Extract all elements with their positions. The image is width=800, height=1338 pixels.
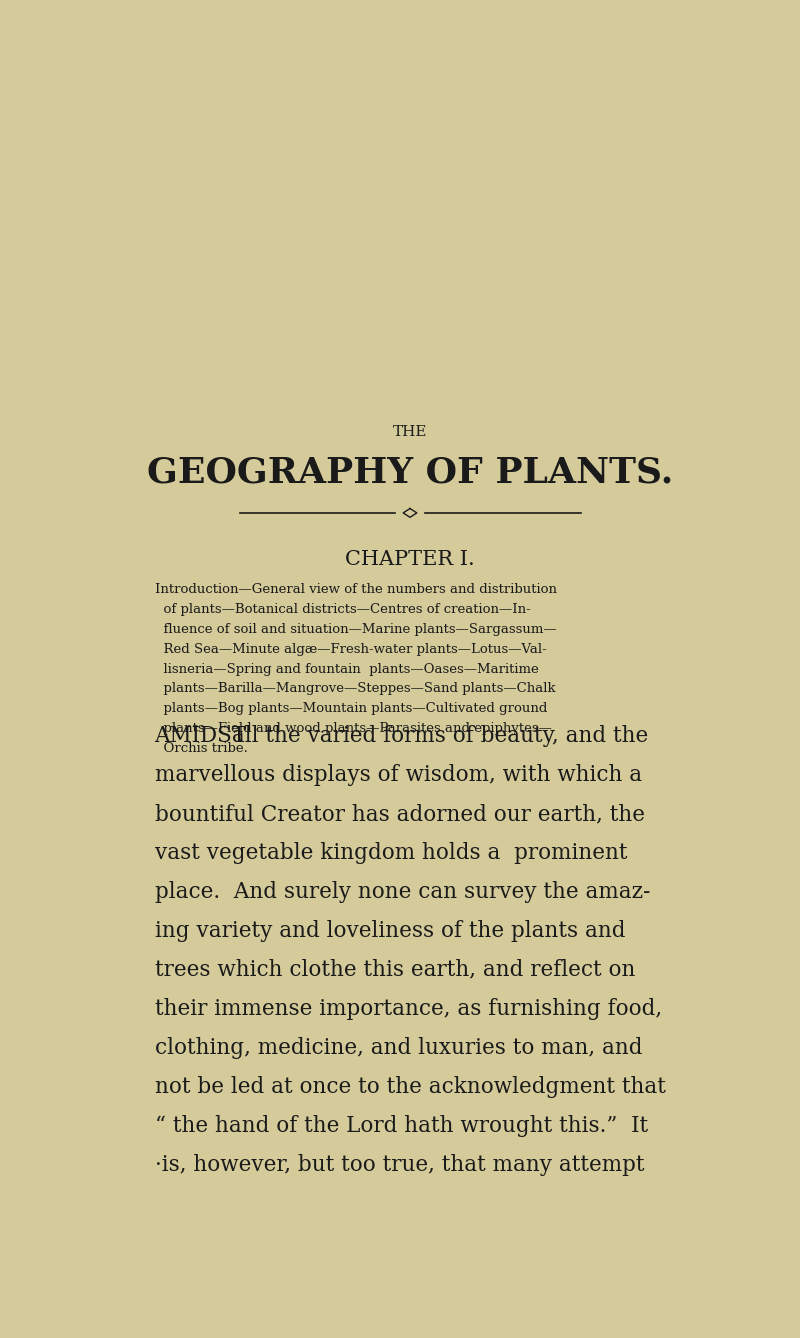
Text: lisneria—Spring and fountain  plants—Oases—Maritime: lisneria—Spring and fountain plants—Oase… [154,662,538,676]
Text: their immense importance, as furnishing food,: their immense importance, as furnishing … [154,998,662,1020]
Text: marvellous displays of wisdom, with which a: marvellous displays of wisdom, with whic… [154,764,642,787]
Text: fluence of soil and situation—Marine plants—Sargassum—: fluence of soil and situation—Marine pla… [154,622,556,636]
Text: CHAPTER I.: CHAPTER I. [345,550,475,569]
Text: not be led at once to the acknowledgment that: not be led at once to the acknowledgment… [154,1076,666,1097]
Text: plants—Bog plants—Mountain plants—Cultivated ground: plants—Bog plants—Mountain plants—Cultiv… [154,702,547,716]
Text: of plants—Botanical districts—Centres of creation—In-: of plants—Botanical districts—Centres of… [154,603,530,615]
Text: ·is, however, but too true, that many attempt: ·is, however, but too true, that many at… [154,1153,644,1176]
Text: “ the hand of the Lord hath wrought this.”  It: “ the hand of the Lord hath wrought this… [154,1115,648,1136]
Text: ing variety and loveliness of the plants and: ing variety and loveliness of the plants… [154,919,625,942]
Text: GEOGRAPHY OF PLANTS.: GEOGRAPHY OF PLANTS. [147,456,673,490]
Text: Introduction—General view of the numbers and distribution: Introduction—General view of the numbers… [154,583,557,595]
Text: plants—Barilla—Mangrove—Steppes—Sand plants—Chalk: plants—Barilla—Mangrove—Steppes—Sand pla… [154,682,555,696]
Text: bountiful Creator has adorned our earth, the: bountiful Creator has adorned our earth,… [154,803,645,826]
Text: all the varied forms of beauty, and the: all the varied forms of beauty, and the [225,725,648,747]
Text: trees which clothe this earth, and reflect on: trees which clothe this earth, and refle… [154,959,635,981]
Text: vast vegetable kingdom holds a  prominent: vast vegetable kingdom holds a prominent [154,842,627,864]
Text: AMIDST: AMIDST [154,725,247,747]
Text: Orchis tribe.: Orchis tribe. [154,743,247,755]
Text: clothing, medicine, and luxuries to man, and: clothing, medicine, and luxuries to man,… [154,1037,642,1058]
Text: THE: THE [393,424,427,439]
Text: plants—Field and wood plants—Parasites and epiphytes—: plants—Field and wood plants—Parasites a… [154,723,551,735]
Text: Red Sea—Minute algæ—Fresh-water plants—Lotus—Val-: Red Sea—Minute algæ—Fresh-water plants—L… [154,642,546,656]
Text: place.  And surely none can survey the amaz-: place. And surely none can survey the am… [154,880,650,903]
